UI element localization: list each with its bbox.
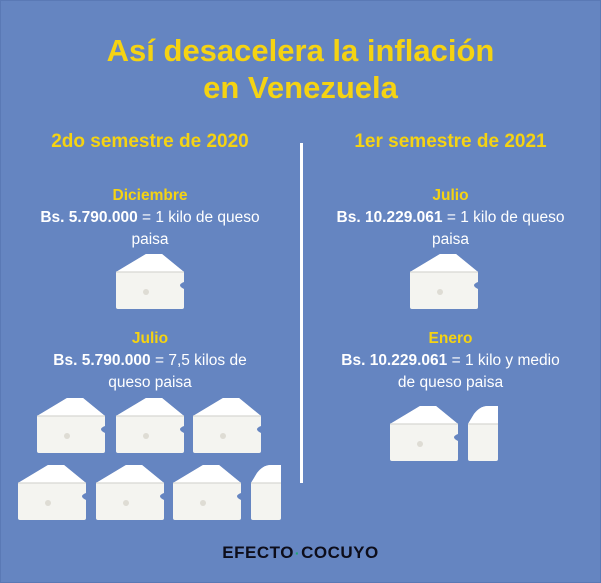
cheese-wedge-icon	[18, 465, 86, 521]
cheese-wedge-icon	[173, 465, 241, 521]
cheese-wedge-icon	[116, 254, 184, 310]
logo-word-2: COCUYO	[301, 543, 379, 562]
cheese-wedge-icon	[116, 398, 184, 454]
cheese-wedge-icon	[390, 406, 458, 462]
left-upper-period: Diciembre	[112, 187, 188, 204]
logo-separator: ·	[294, 545, 301, 561]
right-upper-line2: paisa	[431, 231, 470, 248]
right-column-heading: 1er semestre de 2021	[354, 131, 547, 152]
title-line-1: Así desacelera la inflación	[106, 33, 495, 68]
title-line-2: en Venezuela	[203, 70, 398, 105]
right-lower-price: Bs. 10.229.061	[341, 352, 448, 369]
left-upper-block: Diciembre Bs. 5.790.000 = 1 kilo de ques…	[0, 185, 300, 251]
brand-logo: EFECTO·COCUYO	[0, 543, 601, 563]
cheese-wedge-icon	[193, 398, 261, 454]
right-lower-block: Enero Bs. 10.229.061 = 1 kilo y medio de…	[300, 328, 601, 394]
left-lower-price: Bs. 5.790.000	[53, 352, 151, 369]
right-upper-price: Bs. 10.229.061	[336, 209, 443, 226]
left-lower-block: Julio Bs. 5.790.000 = 7,5 kilos de queso…	[0, 328, 300, 394]
cheese-wedge-icon	[96, 465, 164, 521]
cheese-half-icon	[468, 406, 498, 462]
left-lower-line2: queso paisa	[108, 374, 192, 391]
right-upper-period: Julio	[432, 187, 469, 204]
left-lower-period: Julio	[131, 330, 169, 347]
cheese-half-icon	[251, 465, 281, 521]
left-upper-price: Bs. 5.790.000	[40, 209, 138, 226]
left-upper-rest: = 1 kilo de queso	[137, 209, 260, 226]
left-column-heading: 2do semestre de 2020	[51, 131, 249, 152]
logo-word-1: EFECTO	[222, 543, 294, 562]
left-upper-line2: paisa	[131, 231, 169, 248]
column-divider	[300, 143, 303, 483]
cheese-wedge-icon	[37, 398, 105, 454]
right-upper-rest: = 1 kilo de queso	[442, 209, 565, 226]
right-lower-period: Enero	[428, 330, 473, 347]
right-lower-rest: = 1 kilo y medio	[447, 352, 560, 369]
right-upper-block: Julio Bs. 10.229.061 = 1 kilo de queso p…	[300, 185, 601, 251]
page-title: Así desacelera la inflación en Venezuela	[0, 32, 601, 106]
right-lower-line2: de queso paisa	[397, 374, 504, 391]
cheese-wedge-icon	[410, 254, 478, 310]
left-lower-rest: = 7,5 kilos de	[150, 352, 247, 369]
